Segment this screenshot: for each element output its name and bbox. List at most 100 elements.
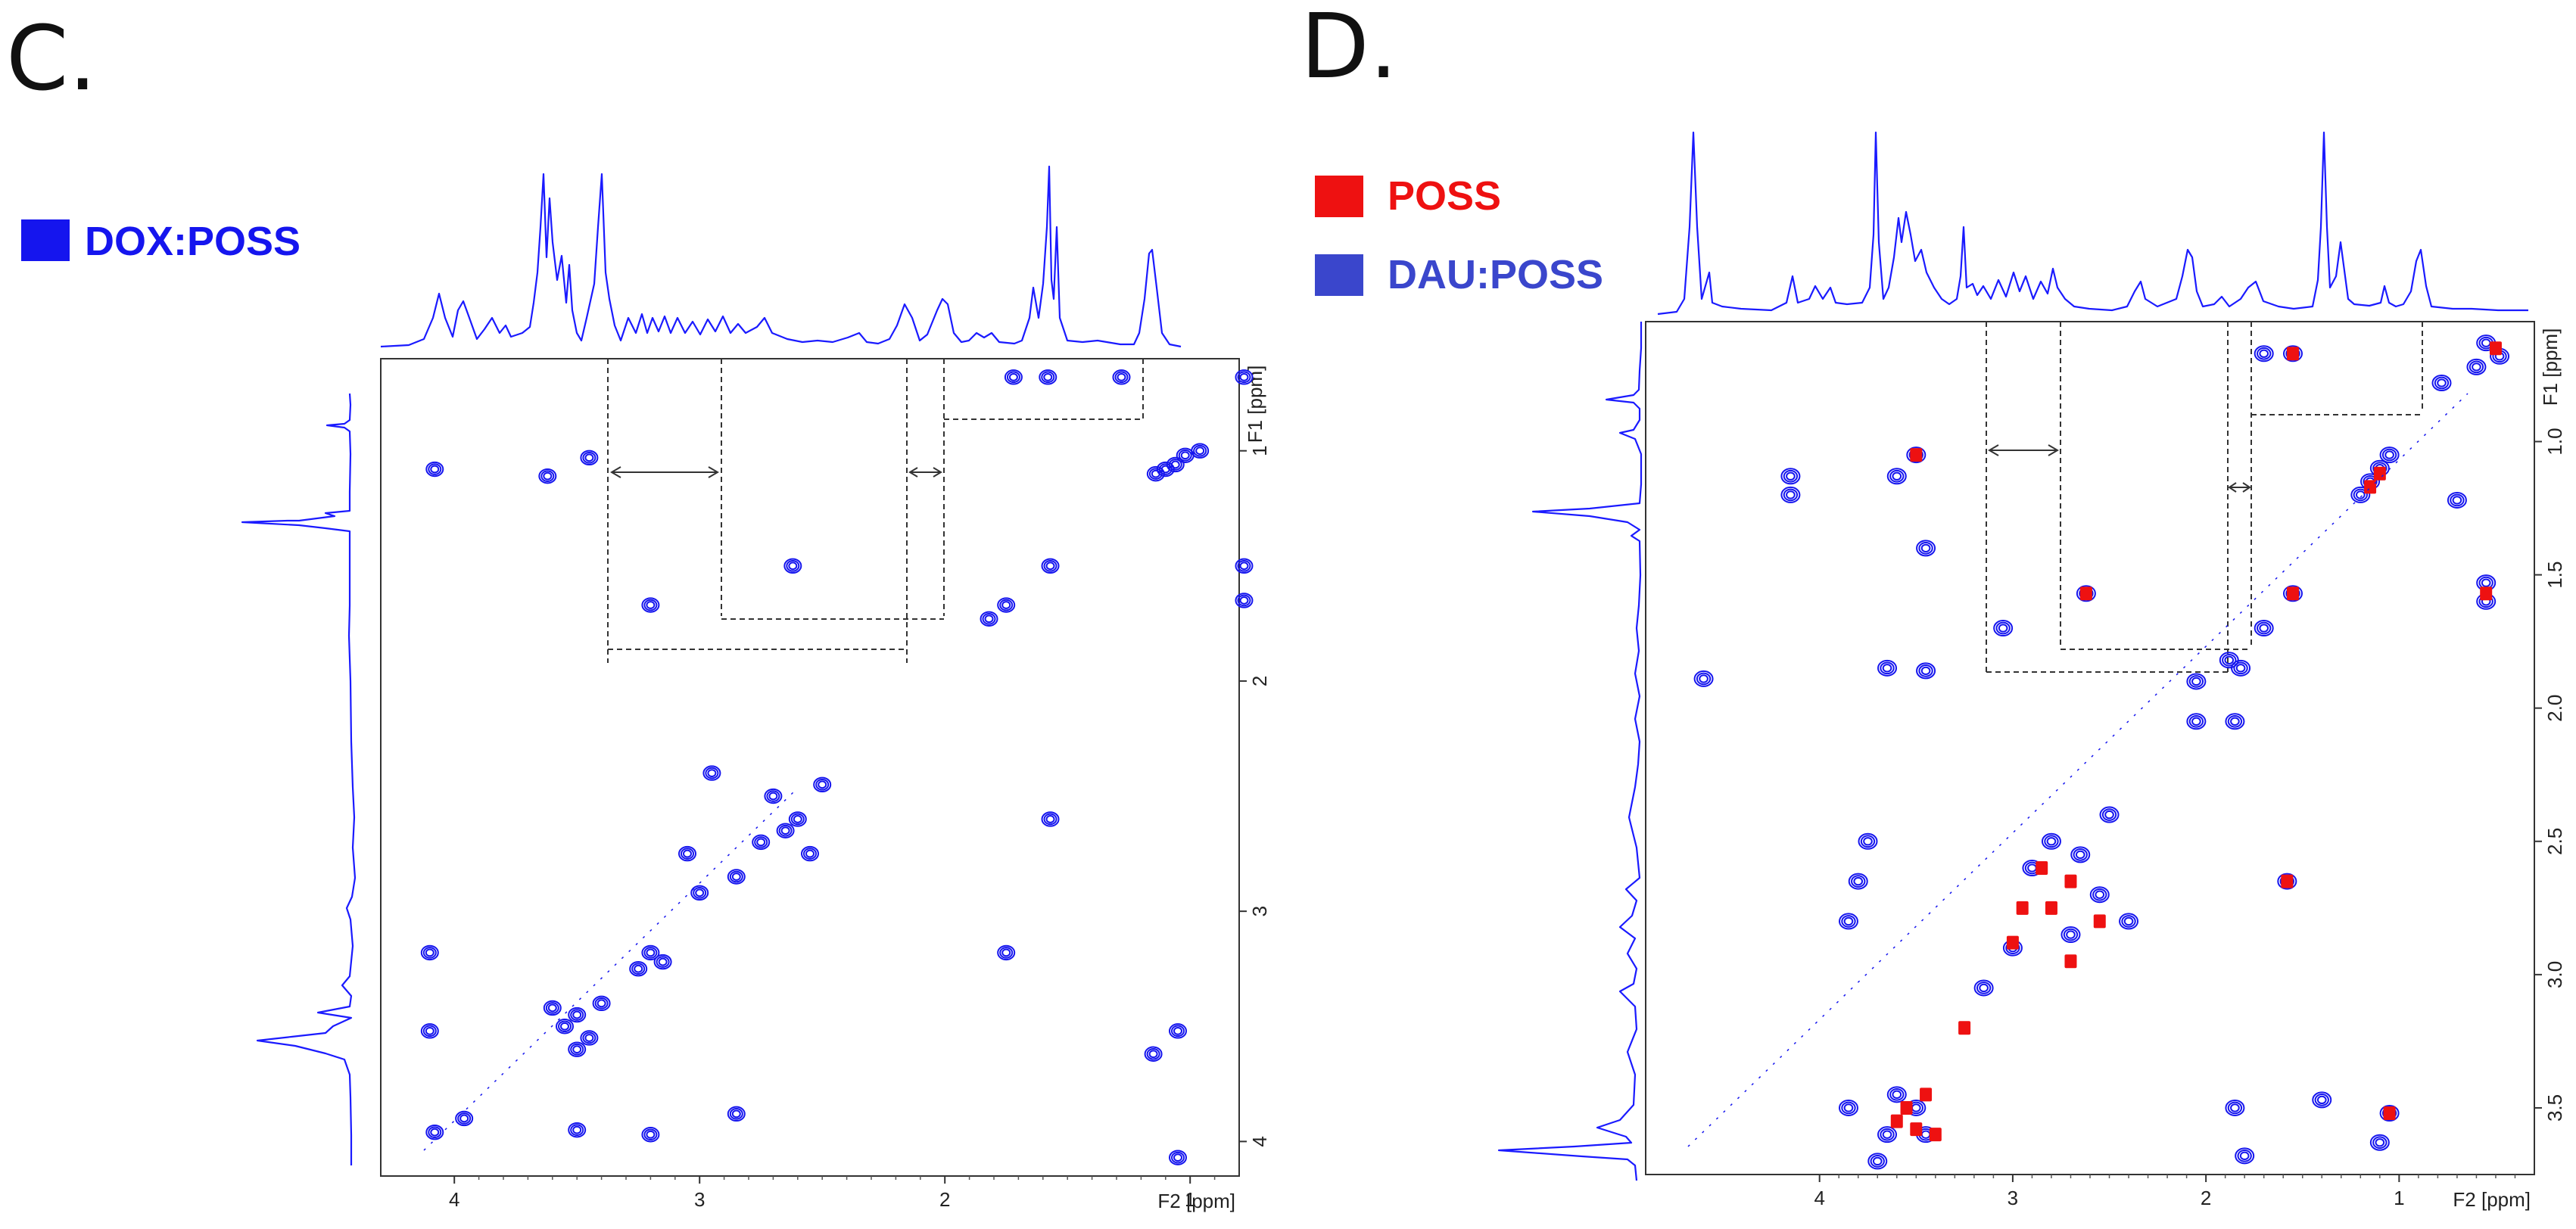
c-peak-dox-poss (678, 845, 696, 862)
c-peak-dox-poss (641, 597, 660, 613)
d-peak-dau-poss (2431, 375, 2452, 392)
legend-c-dox-poss-label: DOX:POSS (85, 219, 301, 264)
c-peak-dox-poss (641, 1127, 660, 1143)
d-peak-dau-poss (2186, 673, 2207, 690)
d-xaxis-label: F2 [ppm] (2453, 1188, 2531, 1211)
c-peak-dox-poss (556, 1019, 574, 1035)
d-ytick-label: 2.0 (2543, 695, 2566, 722)
d-peak-poss (2093, 914, 2106, 929)
c-xtick-label: 2 (939, 1188, 950, 1211)
d-peak-dau-poss (1693, 670, 1714, 687)
c-ytick-label: 2 (1248, 676, 1271, 686)
c-peak-dox-poss (629, 960, 648, 977)
d-diagonal (1687, 393, 2469, 1147)
c-peaks (420, 369, 1254, 1165)
panel-c-label: C. (6, 6, 97, 110)
d-peak-dau-poss (1858, 832, 1878, 850)
c-peak-dox-poss (641, 944, 660, 961)
c-peak-dox-poss (580, 1030, 599, 1046)
c-peak-dox-poss (568, 1041, 587, 1057)
c-arrow-2 (908, 467, 942, 478)
c-peak-dox-poss (702, 765, 721, 781)
d-guides (1986, 322, 2423, 673)
legend-d-dau-poss-swatch (1315, 254, 1363, 296)
d-peak-poss (1920, 1087, 1933, 1102)
c-peak-dox-poss (1004, 369, 1023, 385)
c-top-projection (380, 165, 1182, 348)
d-peak-dau-poss (1877, 1126, 1898, 1143)
c-peak-dox-poss (801, 845, 819, 862)
c-peak-dox-poss (813, 776, 832, 793)
c-peak-dox-poss (568, 1007, 587, 1023)
d-peak-dau-poss (2070, 846, 2091, 863)
c-peak-dox-poss (752, 834, 771, 851)
d-peak-dau-poss (1838, 1099, 1858, 1116)
c-peak-dox-poss (568, 1122, 587, 1138)
c-peak-dox-poss (1235, 558, 1254, 574)
d-peak-dau-poss (2369, 1134, 2390, 1151)
c-peak-dox-poss (592, 995, 611, 1012)
legend-c-dox-poss-swatch (21, 219, 70, 261)
c-xtick-label: 1 (1185, 1188, 1195, 1211)
d-ytick-label: 1.5 (2543, 562, 2566, 589)
d-arrow-1 (1988, 444, 2059, 456)
d-plot-frame (1645, 321, 2535, 1175)
d-ytick-label: 2.5 (2543, 828, 2566, 855)
d-peak-dau-poss (1973, 979, 1994, 997)
d-peak-poss (2286, 586, 2299, 601)
c-peak-dox-poss (455, 1110, 474, 1127)
c-ytick-label: 4 (1248, 1136, 1271, 1147)
c-peak-dox-poss (980, 611, 998, 627)
d-peak-dau-poss (2119, 913, 2139, 930)
d-peak-dau-poss (2089, 886, 2110, 904)
d-peak-dau-poss (2225, 713, 2245, 730)
c-peak-dox-poss (420, 944, 439, 961)
d-peak-poss (2489, 341, 2502, 356)
c-diagonal (423, 790, 796, 1151)
c-peak-dox-poss (690, 885, 709, 901)
c-peak-dox-poss (1041, 811, 1060, 827)
d-xtick-label: 2 (2201, 1187, 2211, 1209)
d-peak-poss (2281, 874, 2294, 888)
d-peak-poss (2364, 480, 2377, 494)
d-xtick-label: 3 (2008, 1187, 2018, 1209)
d-xtick-label: 4 (1814, 1187, 1824, 1209)
c-peak-dox-poss (1039, 369, 1057, 385)
d-peak-dau-poss (1780, 468, 1801, 485)
d-peak-poss (2064, 874, 2077, 888)
c-peak-dox-poss (425, 1124, 444, 1140)
c-peak-dox-poss (788, 811, 807, 827)
c-peak-dox-poss (776, 823, 795, 839)
d-peak-dau-poss (2235, 1147, 2255, 1165)
d-peak-dau-poss (1916, 662, 1936, 680)
c-peak-dox-poss (727, 1106, 746, 1122)
c-ytick-label: 1 (1248, 445, 1271, 456)
c-arrow-1 (610, 466, 719, 478)
d-peak-dau-poss (1838, 913, 1858, 930)
d-peak-dau-poss (2350, 486, 2371, 503)
d-peak-poss (2480, 586, 2493, 601)
panel-d: D. POSS DAU:POSS 4 3 2 1 F2 [ppm] 1.0 1.5 2.0 2.… (1300, 0, 2566, 1211)
d-peak-poss (2286, 347, 2299, 361)
c-peak-dox-poss (538, 468, 557, 484)
d-peak-poss (1890, 1114, 1903, 1128)
panel-d-label: D. (1300, 0, 1397, 98)
c-peak-dox-poss (580, 450, 599, 466)
d-peak-dau-poss (1993, 620, 2014, 637)
c-left-projection (241, 393, 357, 1165)
d-peak-poss (2036, 860, 2048, 875)
c-ytick-label: 3 (1248, 906, 1271, 916)
d-yaxis-label: F1 [ppm] (2539, 328, 2562, 406)
legend-d-poss-label: POSS (1388, 173, 1501, 219)
d-peak-dau-poss (2060, 926, 2081, 944)
c-peak-dox-poss (1144, 1046, 1163, 1062)
c-guides (607, 359, 1144, 663)
c-peak-dox-poss (425, 461, 444, 478)
d-peak-poss (2045, 901, 2057, 915)
d-peak-dau-poss (1877, 659, 1898, 677)
c-peak-dox-poss (1235, 369, 1254, 385)
c-peak-dox-poss (653, 954, 672, 970)
d-peak-dau-poss (2225, 1099, 2245, 1116)
d-peak-poss (1910, 448, 1923, 462)
